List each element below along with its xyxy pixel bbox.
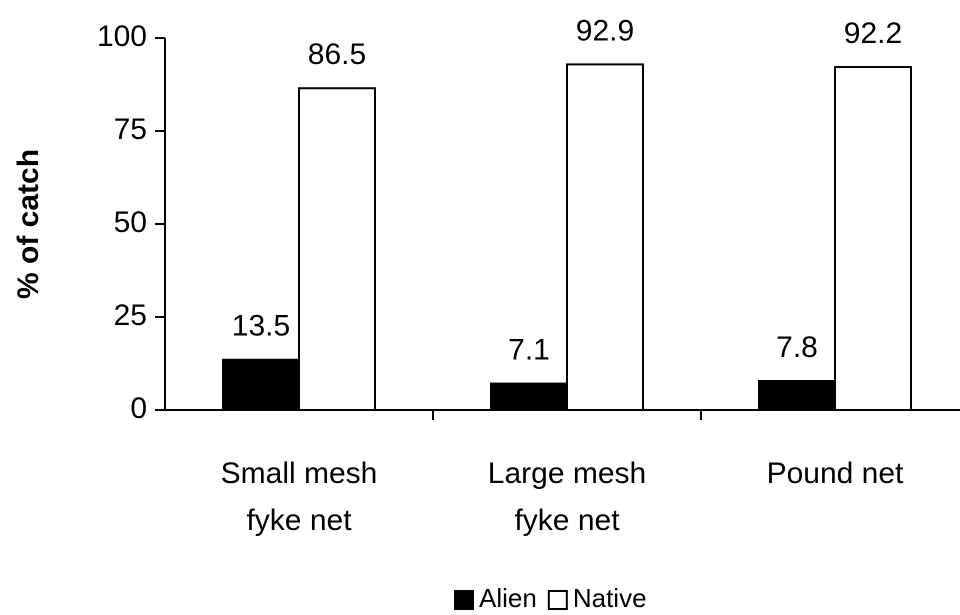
x-tick-label: Small mesh: [221, 457, 378, 490]
x-tick-label: fyke net: [246, 504, 352, 537]
legend-label: Native: [573, 583, 647, 613]
y-axis-title: % of catch: [12, 149, 45, 299]
value-label: 13.5: [232, 310, 290, 343]
value-label: 92.9: [576, 14, 634, 47]
bar: [222, 358, 300, 411]
bar: [298, 87, 376, 411]
y-tick-label: 50: [114, 206, 147, 239]
value-label: 92.2: [844, 17, 902, 50]
value-label: 86.5: [308, 38, 366, 71]
value-label: 7.8: [776, 331, 818, 364]
y-tick-label: 100: [97, 20, 147, 53]
x-tick-label: fyke net: [514, 504, 620, 537]
x-tick-label: Pound net: [767, 457, 904, 490]
legend-swatch: [547, 590, 568, 610]
bar: [758, 379, 836, 412]
bar: [834, 66, 912, 412]
y-tick-label: 75: [114, 113, 147, 146]
bar: [566, 63, 644, 412]
legend-label: Alien: [479, 583, 537, 613]
legend-swatch: [454, 590, 474, 610]
y-tick-label: 25: [114, 299, 147, 332]
bar: [490, 382, 568, 412]
y-tick-label: 0: [130, 392, 147, 425]
x-tick-label: Large mesh: [488, 457, 646, 490]
value-label: 7.1: [508, 334, 550, 367]
